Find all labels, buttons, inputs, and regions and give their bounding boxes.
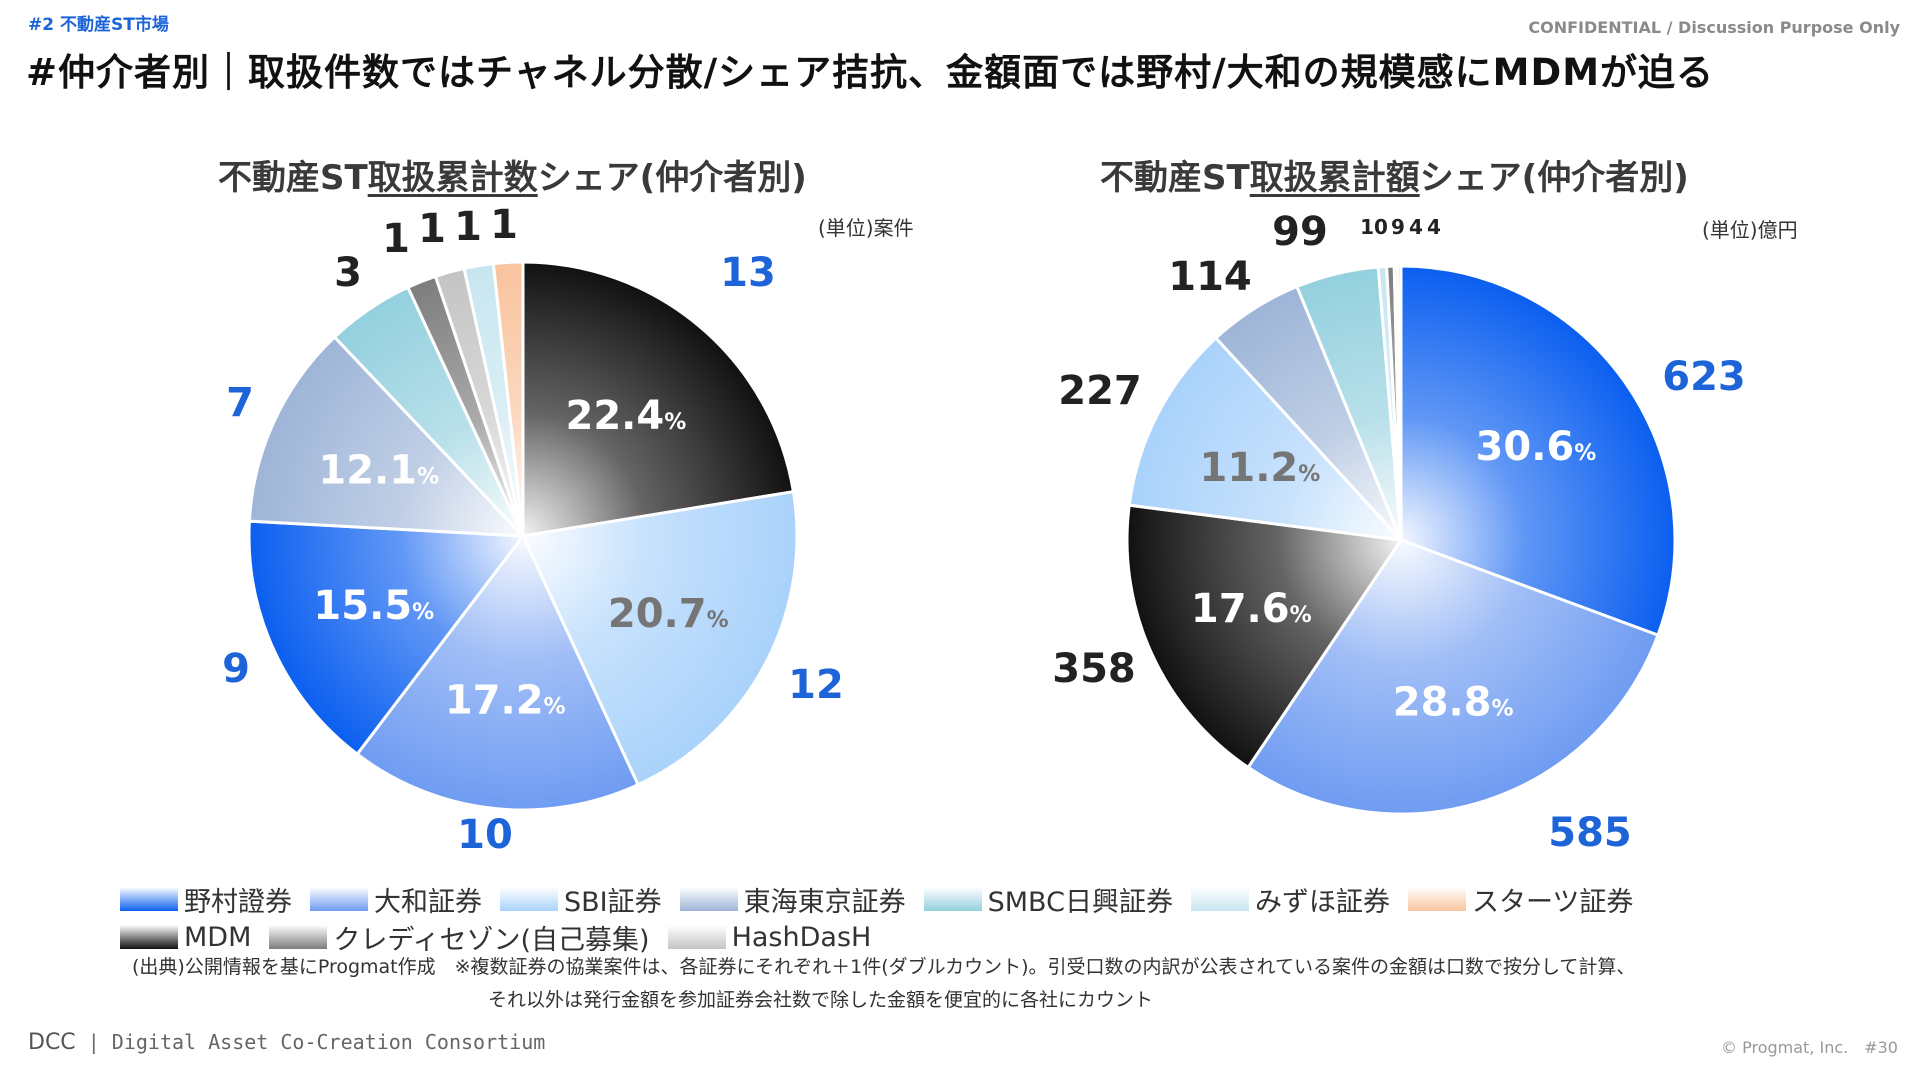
legend-label-credit: クレディセゾン(自己募集) [333,924,650,956]
legend-swatch-mizuho [1190,887,1249,911]
legend-item-credit: クレディセゾン(自己募集) [269,918,650,957]
dcc-logo-text: Digital Asset Co-Creation Consortium [111,1030,546,1054]
chart1-pct-suffix-daiwa: % [544,694,566,719]
legend-row-2: MDM クレディセゾン(自己募集) HashDasH [120,918,1720,956]
chart1-pct-suffix-nomura: % [412,600,434,625]
legend-swatch-sbi [500,887,558,911]
legend-swatch-starts [1407,887,1466,911]
legend-label-sbi: SBI証券 [564,886,662,918]
logo-divider: | [75,1030,112,1054]
legend-item-sbi: SBI証券 [500,880,662,919]
chart2-pct-suffix-mdm: % [1290,603,1312,628]
chart2-unit: (単位)億円 [1702,218,1798,242]
legend-label-mdm: MDM [184,921,252,953]
copyright: © Progmat, Inc. #30 [1721,1038,1898,1057]
chart1-value-label-daiwa: 10 [457,812,513,858]
legend-item-smbc: SMBC日興証券 [923,880,1173,919]
chart2-pct-suffix-daiwa: % [1491,697,1513,722]
chart1-pct-suffix-mdm: % [664,410,686,435]
chart1-value-label-tokai: 7 [226,380,254,426]
legend-item-starts: スターツ証券 [1407,880,1634,919]
source-note: (出典)公開情報を基にProgmat作成 ※複数証券の協業案件は、各証券にそれぞ… [132,956,1636,978]
chart2-title-underlined: 取扱累計額 [1249,158,1420,198]
section-tag: #2 不動産ST市場 [28,15,169,35]
chart1-value-label-credit: 1 [382,216,410,262]
legend-label-tokai: 東海東京証券 [743,886,906,918]
chart2-title-pre: 不動産ST [1100,158,1250,198]
legend-label-smbc: SMBC日興証券 [987,886,1173,918]
legend-label-nomura: 野村證券 [184,886,292,918]
chart2-pct-suffix-sbi: % [1298,462,1320,487]
chart1-value-label-starts: 1 [490,202,518,248]
footer-logo: DCC | Digital Asset Co-Creation Consorti… [28,1030,545,1055]
chart2-value-label-mdm: 358 [1052,646,1136,692]
legend-swatch-daiwa [310,887,368,911]
legend-swatch-tokai [679,887,738,911]
chart1-unit: (単位)案件 [818,216,914,240]
legend-item-hashdash: HashDasH [667,921,872,953]
chart2-value-label-smbc: 99 [1272,209,1328,255]
chart2-value-label-tokai: 114 [1168,254,1252,300]
legend-item-nomura: 野村證券 [120,880,292,919]
legend-label-hashdash: HashDasH [731,921,872,953]
legend-label-daiwa: 大和証券 [374,886,482,918]
chart2-value-label-credit: 9 [1391,215,1405,239]
dcc-logo-mark: DCC [28,1030,76,1055]
chart1-title-underlined: 取扱累計数 [367,158,538,198]
chart2-value-label-daiwa: 585 [1548,810,1632,856]
legend-swatch-smbc [923,887,982,911]
chart1-pct-suffix-sbi: % [707,608,729,633]
legend-swatch-nomura [120,887,178,911]
chart2-pct-label-mdm: 17.6% [1191,586,1312,632]
chart2-value-label-nomura: 623 [1662,354,1746,400]
legend-label-starts: スターツ証券 [1471,886,1634,918]
chart2-title: 不動産ST取扱累計額シェア(仲介者別) [1100,150,1689,199]
legend-row-1: 野村證券 大和証券 SBI証券 東海東京証券 SMBC日興証券 みずほ証券 スターツ証券 [120,880,1720,918]
chart2-value-label-mizuho: 10 [1360,215,1388,239]
legend-item-mdm: MDM [120,922,251,953]
chart1-title: 不動産ST取扱累計数シェア(仲介者別) [218,150,807,199]
chart2-value-label-sbi: 227 [1058,368,1142,414]
chart1-value-label-mdm: 13 [720,250,776,296]
legend: 野村證券 大和証券 SBI証券 東海東京証券 SMBC日興証券 みずほ証券 スターツ証券 M… [120,880,1720,956]
legend-swatch-hashdash [667,925,726,949]
chart1-pct-suffix-tokai: % [417,464,439,489]
legend-item-tokai: 東海東京証券 [679,880,906,919]
chart2-value-label-hashdash: 4 [1409,215,1423,239]
chart1-title-pre: 不動産ST [218,158,368,198]
chart1-value-label-nomura: 9 [222,646,250,692]
chart1-value-label-hashdash: 1 [418,206,446,252]
source-note-continued: それ以外は発行金額を参加証券会社数で除した金額を便宜的に各社にカウント [488,989,1154,1011]
chart2-value-label-starts: 4 [1427,215,1441,239]
chart1-title-post: シェア(仲介者別) [537,158,807,198]
chart1-value-label-sbi: 12 [788,662,844,708]
legend-item-mizuho: みずほ証券 [1190,880,1390,919]
legend-swatch-credit [269,925,328,949]
legend-swatch-mdm [120,925,178,949]
page-title: #仲介者別｜取扱件数ではチャネル分散/シェア拮抗、金額面では野村/大和の規模感に… [26,51,1715,94]
confidential-label: CONFIDENTIAL / Discussion Purpose Only [1528,18,1900,37]
chart2-title-post: シェア(仲介者別) [1419,158,1689,198]
legend-item-daiwa: 大和証券 [310,880,482,919]
chart2-pct-suffix-nomura: % [1574,441,1596,466]
chart1-value-label-mizuho: 1 [454,204,482,250]
chart1-value-label-smbc: 3 [334,250,362,296]
legend-label-mizuho: みずほ証券 [1254,886,1390,918]
